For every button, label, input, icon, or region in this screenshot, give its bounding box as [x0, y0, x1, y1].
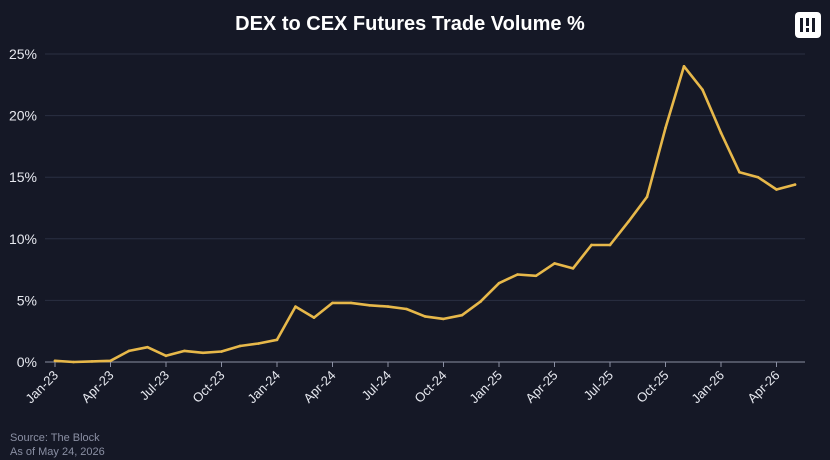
data-point — [442, 317, 445, 321]
data-point — [146, 345, 149, 349]
data-point — [183, 349, 186, 353]
source-note: Source: The Block — [10, 432, 100, 444]
data-point — [516, 273, 519, 276]
x-tick-label: Apr-23 — [78, 368, 116, 406]
x-tick-label: Jul-24 — [358, 368, 394, 404]
x-tick-label: Apr-26 — [744, 368, 782, 406]
data-point — [571, 267, 575, 270]
data-point — [275, 338, 279, 342]
x-tick-label: Oct-25 — [633, 368, 671, 406]
data-point — [164, 354, 168, 358]
data-point — [553, 262, 556, 265]
data-point — [423, 315, 427, 318]
data-point — [682, 65, 686, 68]
data-point — [349, 301, 353, 305]
x-tick-label: Jan-23 — [22, 368, 61, 407]
data-point — [405, 307, 408, 311]
series — [53, 65, 797, 364]
the-block-logo-icon — [795, 12, 821, 38]
data-point — [793, 183, 797, 186]
y-axis-ticks: 0% 5% 10% 15% 20% 25% — [9, 46, 37, 370]
x-tick-label: Oct-23 — [189, 368, 227, 406]
data-point — [534, 274, 538, 278]
x-axis-ticks: Jan-23 Apr-23 Jul-23 Oct-23 Jan-24 Apr-24 Jul-… — [22, 362, 783, 407]
data-point — [90, 360, 94, 363]
data-point — [479, 300, 482, 303]
data-point — [608, 243, 612, 247]
data-point — [368, 304, 371, 307]
data-point — [701, 88, 704, 92]
x-tick-label: Jul-23 — [136, 368, 172, 404]
y-tick-label: 25% — [9, 46, 37, 62]
x-tick-label: Jul-25 — [580, 368, 616, 404]
data-point — [627, 220, 630, 223]
x-tick-label: Jan-25 — [466, 368, 505, 407]
data-point — [312, 316, 316, 319]
data-point — [220, 350, 223, 353]
data-point — [664, 126, 667, 130]
x-tick-label: Apr-24 — [300, 368, 338, 406]
data-point — [738, 170, 741, 174]
data-point — [331, 301, 334, 305]
as-of-note: As of May 24, 2026 — [10, 446, 105, 458]
x-tick-label: Jan-26 — [688, 368, 727, 407]
data-point — [238, 344, 242, 348]
x-tick-label: Oct-24 — [411, 368, 449, 406]
data-point — [257, 342, 260, 345]
data-point — [201, 351, 205, 355]
y-tick-label: 10% — [9, 231, 37, 247]
y-tick-label: 20% — [9, 108, 37, 124]
data-point — [645, 195, 649, 199]
data-point — [386, 305, 390, 308]
data-point — [294, 305, 297, 308]
data-point — [590, 243, 593, 247]
data-point — [127, 349, 131, 353]
y-tick-label: 0% — [17, 354, 37, 370]
data-point — [497, 281, 501, 285]
data-point — [719, 131, 723, 135]
grid — [45, 53, 805, 363]
data-point — [756, 175, 760, 179]
x-tick-label: Apr-25 — [522, 368, 560, 406]
data-point — [109, 359, 112, 363]
data-point — [53, 359, 57, 363]
data-point — [775, 188, 778, 191]
data-point — [460, 313, 464, 317]
data-point — [72, 360, 75, 364]
chart-title: DEX to CEX Futures Trade Volume % — [235, 13, 585, 35]
x-tick-label: Jan-24 — [244, 368, 283, 407]
y-tick-label: 5% — [17, 292, 37, 308]
y-tick-label: 15% — [9, 169, 37, 185]
